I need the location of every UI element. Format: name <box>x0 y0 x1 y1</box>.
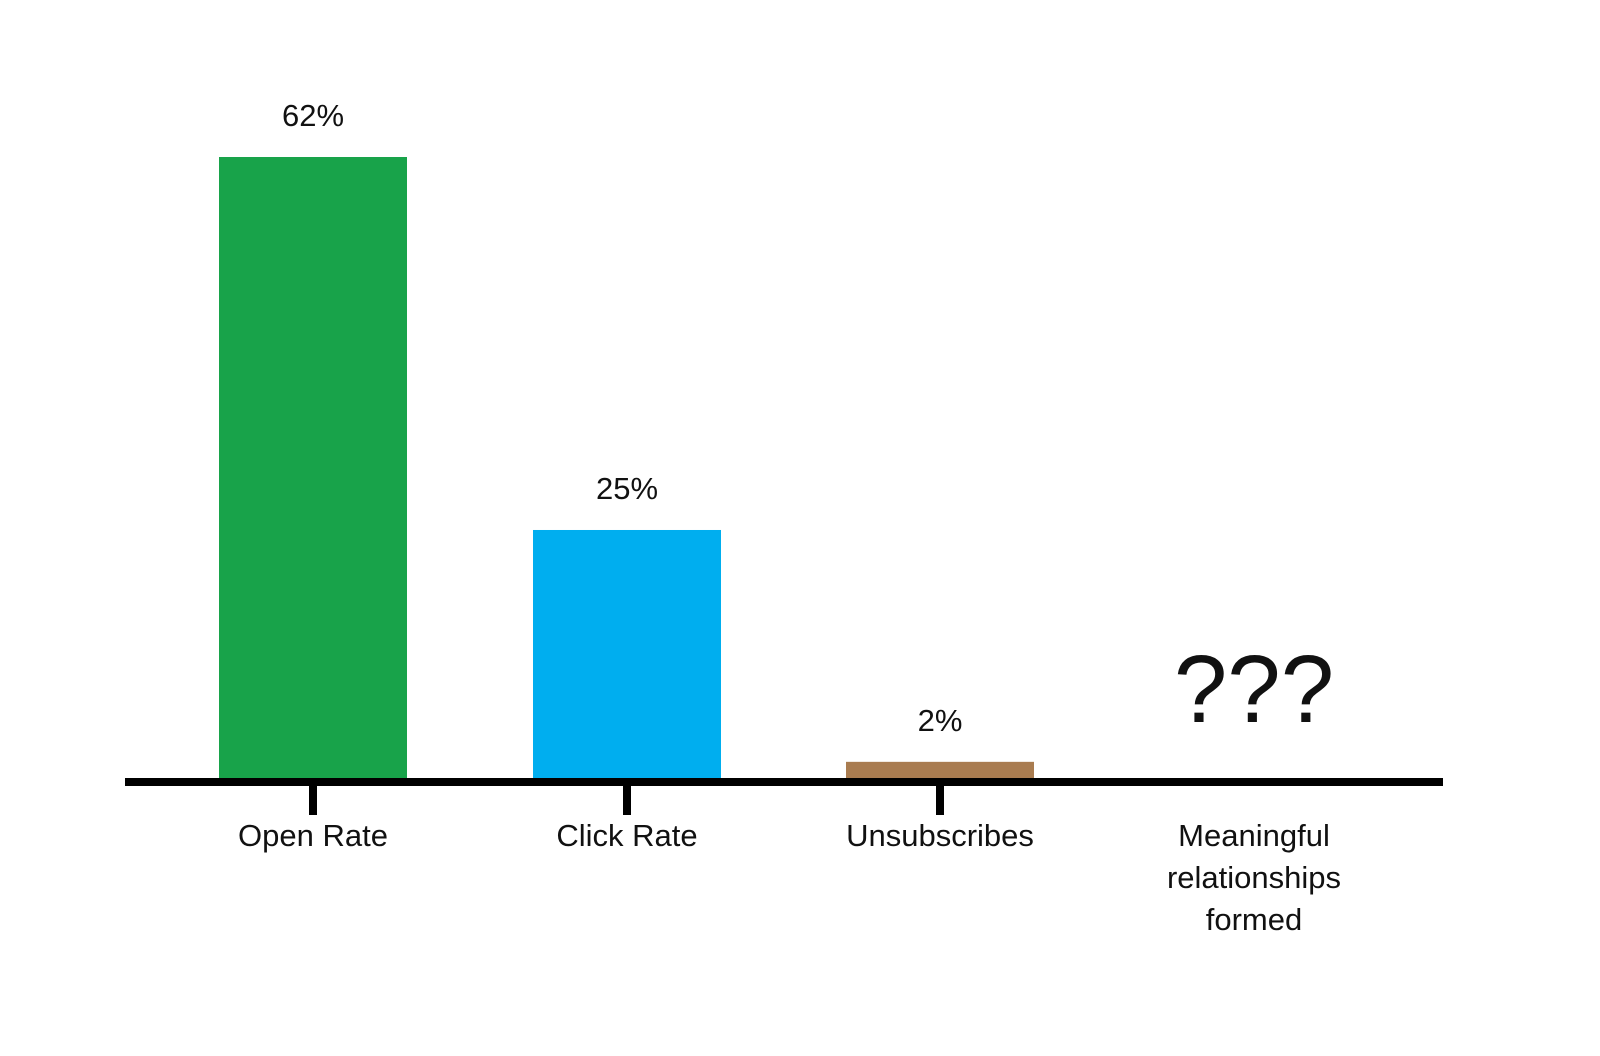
category-label-line: formed <box>1206 902 1302 937</box>
category-label-click-rate: Click Rate <box>556 818 697 853</box>
data-label-unsubscribes: 2% <box>918 703 963 738</box>
bar-open-rate <box>219 157 407 782</box>
category-label-open-rate: Open Rate <box>238 818 388 853</box>
bars-layer <box>219 157 1034 782</box>
data-label-open-rate: 62% <box>282 98 344 133</box>
data-labels-layer: 62% 25% 2%??? <box>282 98 1334 743</box>
category-labels-layer: Open Rate Click Rate Unsubscribes Meaningfu… <box>238 818 1341 937</box>
category-label-line: Meaningful <box>1178 818 1330 853</box>
x-axis-ticks <box>309 782 944 815</box>
category-label-unsubscribes: Unsubscribes <box>846 818 1034 853</box>
bar-unsubscribes <box>846 761 1034 782</box>
data-label-click-rate: 25% <box>596 471 658 506</box>
category-label-line: Open Rate <box>238 818 388 853</box>
category-label-line: Click Rate <box>556 818 697 853</box>
category-label-meaningful-relationships-formed: Meaningful relationships formed <box>1167 818 1341 937</box>
category-label-line: Unsubscribes <box>846 818 1034 853</box>
bar-click-rate <box>533 529 721 782</box>
category-label-line: relationships <box>1167 860 1341 895</box>
data-label-meaningful-relationships-formed: ??? <box>1174 636 1334 743</box>
